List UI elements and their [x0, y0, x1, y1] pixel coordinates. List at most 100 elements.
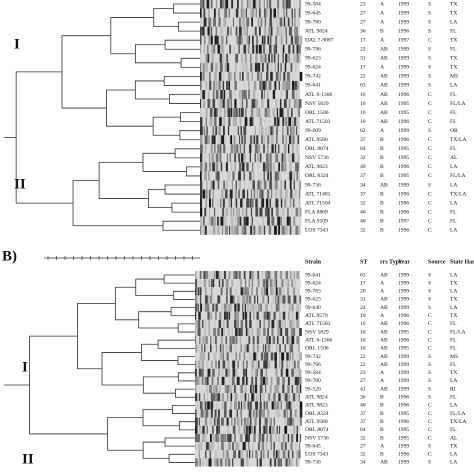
gel-band	[240, 368, 243, 377]
tree-branch	[177, 323, 195, 333]
gel-band	[237, 0, 239, 9]
gel-band	[208, 216, 211, 226]
gel-band	[213, 216, 216, 226]
gel-band	[229, 336, 232, 345]
table-cell: S	[428, 47, 431, 53]
gel-band	[258, 171, 262, 181]
gel-band	[293, 171, 295, 181]
gel-band	[227, 108, 231, 118]
gel-band	[195, 336, 197, 345]
gel-band	[206, 71, 208, 81]
gel-band	[268, 336, 271, 345]
gel-band	[219, 385, 221, 394]
gel-band	[288, 117, 291, 127]
gel-band	[256, 135, 259, 145]
gel-band	[272, 162, 275, 172]
gel-band	[231, 80, 234, 90]
gel-band	[276, 135, 278, 145]
gel-band	[260, 287, 264, 296]
gel-band	[255, 108, 259, 118]
gel-band	[243, 44, 247, 54]
table-cell: 1999	[398, 10, 409, 16]
gel-band	[240, 401, 243, 410]
table-cell: C	[428, 435, 432, 441]
gel-band	[287, 17, 290, 27]
gel-band	[249, 126, 252, 136]
table-cell: 1999	[398, 74, 409, 80]
gel-band	[280, 270, 282, 280]
gel-band	[268, 117, 271, 127]
gel-band	[219, 153, 222, 163]
gel-band	[200, 144, 203, 154]
gel-band	[236, 225, 239, 235]
gel-band	[201, 368, 204, 377]
gel-band	[242, 409, 245, 418]
gel-band	[265, 376, 268, 386]
gel-band	[262, 279, 265, 288]
gel-band	[269, 458, 272, 467]
gel-band	[286, 336, 289, 345]
gel-band	[195, 376, 198, 386]
gel-band	[262, 80, 266, 90]
gel-band	[218, 425, 220, 434]
gel-band	[299, 401, 303, 410]
gel-band	[202, 89, 206, 100]
table-cell: AL	[450, 155, 458, 161]
gel-band	[263, 0, 266, 9]
gel-band	[296, 336, 300, 345]
gel-band	[208, 171, 210, 181]
gel-band	[242, 311, 245, 320]
gel-band	[208, 17, 212, 27]
tree-branch	[175, 388, 195, 398]
gel-band	[282, 393, 285, 402]
gel-band	[268, 319, 270, 328]
gel-band	[229, 450, 232, 459]
tree-branch	[98, 161, 149, 199]
gel-band	[222, 352, 225, 361]
column-header: rrs Type	[380, 259, 402, 265]
gel-band	[229, 401, 232, 410]
gel-band	[279, 171, 282, 181]
gel-band	[244, 311, 248, 320]
table-cell: 1996	[398, 191, 409, 197]
gel-band	[256, 71, 260, 81]
gel-band	[202, 450, 204, 459]
gel-band	[208, 189, 211, 199]
gel-band	[249, 144, 252, 154]
gel-band	[209, 295, 213, 304]
gel-band	[280, 295, 283, 304]
tree-branch	[142, 152, 187, 172]
table-cell: LA	[450, 305, 457, 311]
gel-band	[294, 35, 298, 45]
gel-band	[222, 53, 225, 63]
gel-band	[242, 303, 244, 312]
gel-band	[284, 417, 286, 426]
gel-band	[195, 327, 197, 337]
gel-band	[245, 433, 249, 443]
gel-band	[248, 442, 250, 451]
table-cell: 37	[360, 137, 366, 143]
gel-band	[220, 216, 224, 226]
gel-band	[206, 126, 208, 136]
gel-band	[215, 401, 219, 410]
table-cell: FL/LA	[450, 411, 466, 417]
table-cell: FL	[450, 209, 457, 215]
gel-band	[291, 385, 294, 394]
table-cell: FL	[450, 337, 457, 343]
gel-band	[212, 126, 215, 136]
gel-band	[256, 287, 258, 296]
gel-band	[291, 319, 295, 328]
gel-band	[213, 352, 217, 361]
gel-band	[200, 8, 202, 18]
gel-band	[255, 401, 259, 410]
gel-band	[225, 368, 228, 377]
gel-band	[219, 99, 223, 109]
gel-band	[256, 216, 259, 226]
gel-band	[264, 17, 267, 27]
gel-band	[257, 270, 259, 280]
gel-band	[222, 198, 225, 208]
gel-band	[198, 393, 201, 402]
gel-band	[287, 287, 289, 296]
gel-band	[249, 135, 253, 145]
tree-branch	[110, 17, 154, 55]
